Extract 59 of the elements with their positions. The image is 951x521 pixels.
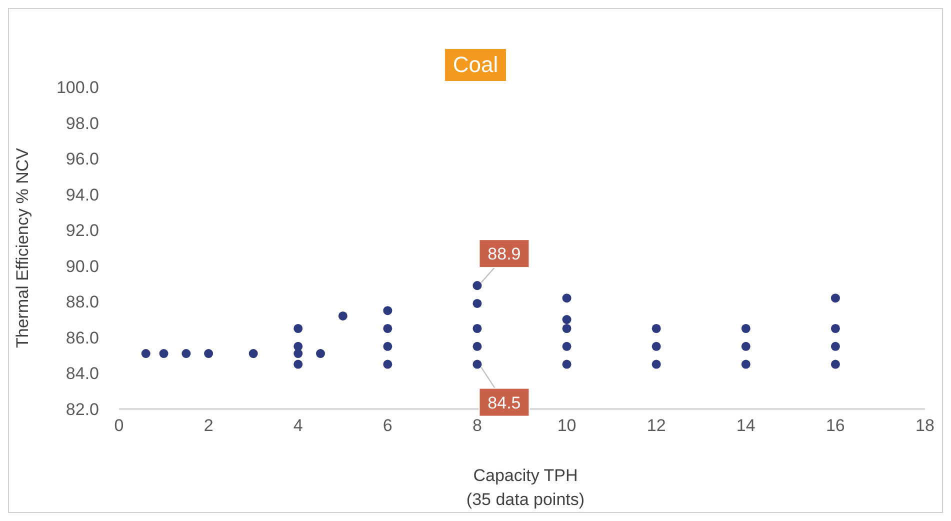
point xyxy=(562,360,572,369)
y-tick-label: 92.0 xyxy=(66,221,99,240)
point xyxy=(248,349,258,358)
x-tick-label: 12 xyxy=(646,416,666,435)
x-tick-label: 14 xyxy=(736,416,756,435)
point xyxy=(830,342,840,351)
x-tick-label: 16 xyxy=(826,416,845,435)
point xyxy=(383,342,392,351)
point xyxy=(383,306,392,316)
point xyxy=(741,360,750,369)
point xyxy=(652,360,661,369)
point xyxy=(204,349,214,358)
point xyxy=(562,342,572,351)
x-tick-label: 10 xyxy=(557,416,576,435)
point xyxy=(830,294,840,303)
point xyxy=(741,324,750,334)
point xyxy=(472,360,482,369)
point xyxy=(562,294,572,303)
annotation: 84.5 xyxy=(488,393,521,412)
point xyxy=(562,324,572,334)
point xyxy=(562,315,572,324)
y-tick-label: 84.0 xyxy=(66,364,99,384)
point xyxy=(472,281,482,290)
y-tick-label: 96.0 xyxy=(66,150,99,169)
x-tick-label: 18 xyxy=(916,416,934,435)
annotation: 88.9 xyxy=(488,244,521,264)
chart-title: Coal xyxy=(444,49,506,81)
point xyxy=(294,324,303,334)
point xyxy=(472,298,482,308)
point xyxy=(741,342,750,351)
x-tick-label: 4 xyxy=(293,416,303,435)
x-tick-label: 0 xyxy=(114,416,124,435)
y-tick-label: 86.0 xyxy=(66,328,99,348)
point xyxy=(383,360,392,369)
x-tick-label: 6 xyxy=(382,416,392,435)
point xyxy=(652,324,661,334)
point xyxy=(830,324,840,334)
y-tick-label: 94.0 xyxy=(66,185,99,204)
point xyxy=(383,324,392,334)
point xyxy=(182,349,191,358)
point xyxy=(472,342,482,351)
y-tick-label: 90.0 xyxy=(66,256,99,276)
y-tick-label: 100.0 xyxy=(56,78,99,97)
point xyxy=(159,349,168,358)
y-axis-title: Thermal Efficiency % NCV xyxy=(13,147,32,348)
x-tick-label: 2 xyxy=(204,416,214,435)
point xyxy=(141,349,150,358)
x-axis-title: Capacity TPH (35 data points) xyxy=(465,465,586,511)
point xyxy=(294,349,303,358)
point xyxy=(294,360,303,369)
point xyxy=(316,349,326,358)
point xyxy=(472,324,482,334)
point xyxy=(338,311,348,320)
x-tick-label: 8 xyxy=(472,416,482,435)
y-tick-label: 98.0 xyxy=(66,114,99,133)
y-tick-label: 82.0 xyxy=(66,400,99,419)
point xyxy=(652,342,661,351)
point xyxy=(830,360,840,369)
y-tick-label: 88.0 xyxy=(66,292,99,312)
